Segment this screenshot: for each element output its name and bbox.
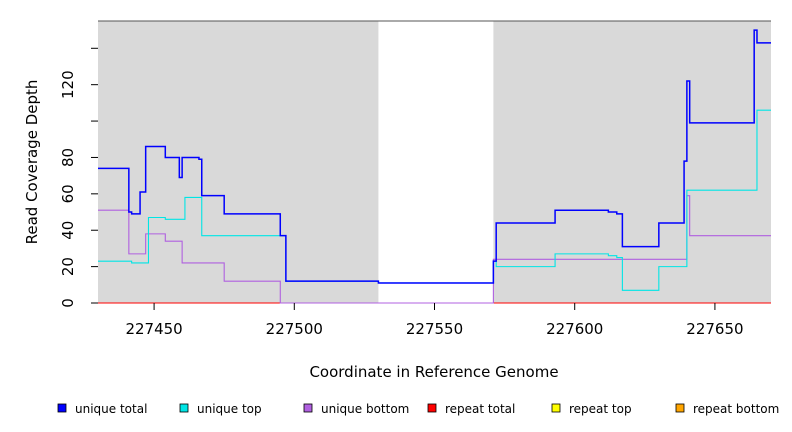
y-tick-label: 0	[59, 298, 77, 308]
unshaded-gap-region	[378, 21, 494, 303]
x-axis-title: Coordinate in Reference Genome	[309, 363, 558, 381]
legend-label-repeat-bottom: repeat bottom	[693, 402, 779, 416]
x-tick-label: 227550	[406, 320, 463, 338]
legend-swatch-unique-total	[57, 403, 67, 413]
legend-swatch-unique-top	[179, 403, 189, 413]
legend-label-repeat-top: repeat top	[569, 402, 632, 416]
y-tick-label: 60	[59, 184, 77, 203]
plot-background	[98, 21, 771, 303]
x-tick-label: 227500	[266, 320, 323, 338]
legend-swatch-repeat-bottom	[675, 403, 685, 413]
legend-label-unique-top: unique top	[197, 402, 262, 416]
series-line-unique-total	[98, 29, 771, 284]
x-tick-label: 227450	[125, 320, 182, 338]
x-tick-label: 227600	[546, 320, 603, 338]
legend-swatch-unique-bottom	[303, 403, 313, 413]
y-tick-label: 20	[59, 257, 77, 276]
y-tick-label: 120	[59, 70, 77, 99]
y-tick-label: 40	[59, 221, 77, 240]
y-axis-title: Read Coverage Depth	[23, 80, 41, 245]
x-tick-label: 227650	[686, 320, 743, 338]
legend-label-unique-total: unique total	[75, 402, 147, 416]
legend-label-repeat-total: repeat total	[445, 402, 515, 416]
legend: unique total unique top unique bottom repea…	[57, 402, 779, 416]
legend-swatch-repeat-total	[427, 403, 437, 413]
legend-label-unique-bottom: unique bottom	[321, 402, 409, 416]
legend-swatch-repeat-top	[551, 403, 561, 413]
y-tick-label: 80	[59, 148, 77, 167]
axes-layer: 0 20 40 60 80 120 227450 227500 227550 227600 2276…	[59, 20, 771, 338]
